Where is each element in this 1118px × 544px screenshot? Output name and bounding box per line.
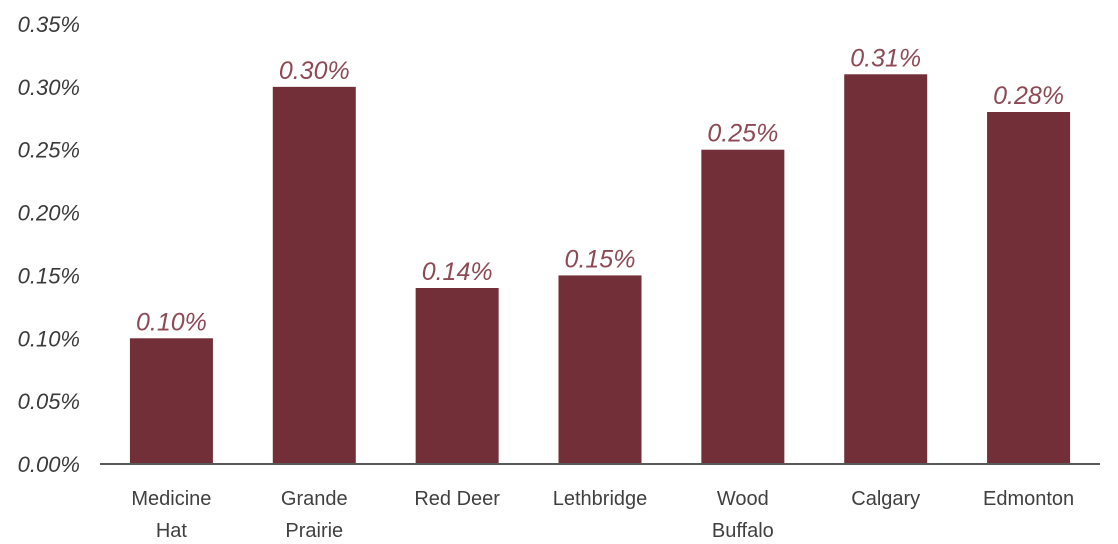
y-tick-label: 0.00% bbox=[18, 452, 80, 477]
y-tick-label: 0.20% bbox=[18, 201, 80, 226]
x-tick-label: Prairie bbox=[285, 520, 343, 542]
y-tick-label: 0.05% bbox=[18, 389, 80, 414]
x-tick-label: Hat bbox=[156, 520, 188, 542]
data-label: 0.28% bbox=[993, 82, 1064, 110]
bar bbox=[129, 338, 213, 464]
data-label: 0.31% bbox=[850, 44, 921, 72]
bar bbox=[558, 275, 642, 464]
y-tick-label: 0.10% bbox=[18, 326, 80, 351]
y-tick-label: 0.35% bbox=[18, 12, 80, 37]
x-tick-label: Grande bbox=[281, 488, 348, 510]
bar bbox=[272, 86, 356, 464]
y-tick-label: 0.30% bbox=[18, 75, 80, 100]
bar bbox=[701, 149, 785, 464]
x-tick-label: Edmonton bbox=[983, 488, 1074, 510]
data-label: 0.30% bbox=[279, 57, 350, 85]
x-tick-label: Buffalo bbox=[712, 520, 774, 542]
y-axis-tick-labels: 0.00% 0.05% 0.10% 0.15% 0.20% 0.25% 0.30% 0.35% bbox=[18, 12, 80, 477]
x-tick-label: Medicine bbox=[131, 488, 211, 510]
data-label: 0.14% bbox=[422, 258, 493, 286]
x-tick-label: Lethbridge bbox=[553, 488, 648, 510]
bars bbox=[129, 74, 1071, 465]
x-tick-label: Red Deer bbox=[414, 488, 500, 510]
data-label: 0.25% bbox=[707, 120, 778, 148]
y-tick-label: 0.25% bbox=[18, 138, 80, 163]
x-tick-label: Wood bbox=[717, 488, 769, 510]
bar bbox=[415, 288, 499, 464]
bar bbox=[844, 74, 928, 465]
bar bbox=[987, 112, 1071, 464]
x-axis-tick-labels: Medicine Hat Grande Prairie Red Deer Lethbrid… bbox=[131, 488, 1074, 542]
y-tick-label: 0.15% bbox=[18, 263, 80, 288]
data-label: 0.10% bbox=[136, 308, 207, 336]
data-labels: 0.10% 0.30% 0.14% 0.15% 0.25% 0.31% 0.28% bbox=[136, 44, 1064, 336]
x-tick-label: Calgary bbox=[851, 488, 920, 510]
data-label: 0.15% bbox=[565, 245, 636, 273]
